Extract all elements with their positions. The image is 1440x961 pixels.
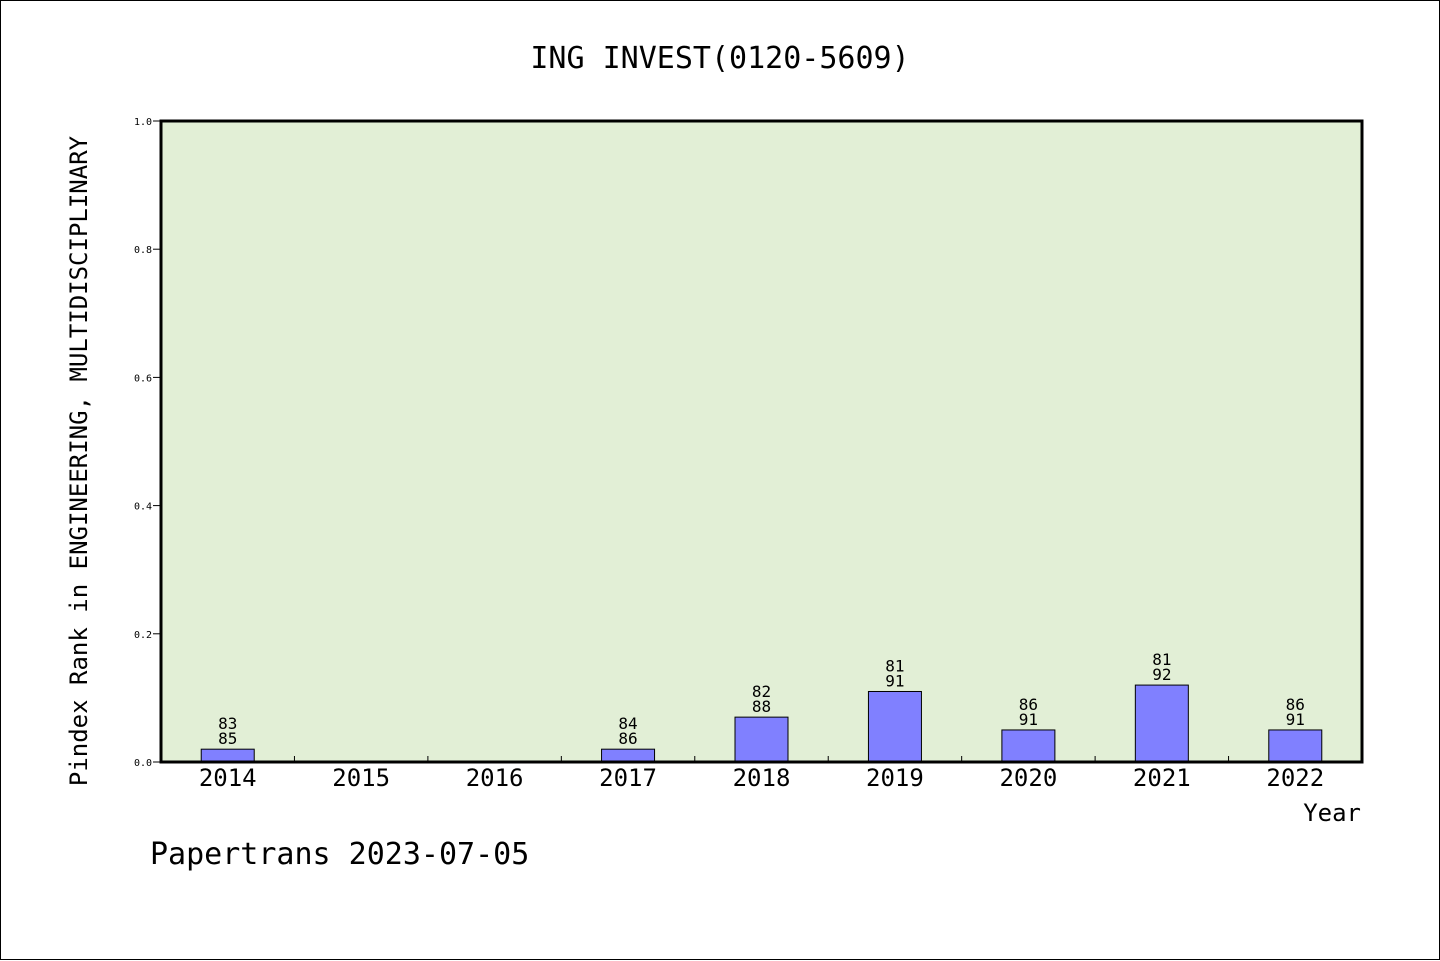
source-footer: Papertrans 2023-07-05 xyxy=(150,837,529,872)
x-tick-label: 2016 xyxy=(466,764,524,792)
bar-label-top: 84 xyxy=(618,714,637,733)
x-tick-label: 2020 xyxy=(999,764,1057,792)
y-axis-ticks: 0.0 0.2 0.4 0.6 0.8 1.0 xyxy=(134,117,161,769)
bars-layer xyxy=(200,684,1323,763)
bar-label-top: 86 xyxy=(1019,695,1038,714)
x-tick-label: 2017 xyxy=(599,764,657,792)
bar-2017 xyxy=(601,748,656,763)
bar-label-bottom: 86 xyxy=(618,729,637,748)
x-axis-label: Year xyxy=(1303,799,1361,827)
x-tick-label: 2022 xyxy=(1266,764,1324,792)
chart-title: ING INVEST(0120-5609) xyxy=(530,41,909,76)
y-tick-label: 0.4 xyxy=(134,502,152,513)
x-tick-label: 2014 xyxy=(199,764,257,792)
bar-label-top: 86 xyxy=(1286,695,1305,714)
bar-label-bottom: 91 xyxy=(885,671,904,690)
plot-border xyxy=(159,119,1364,764)
y-tick-label: 0.8 xyxy=(134,245,152,256)
y-tick-label: 0.0 xyxy=(134,758,152,769)
y-tick-label: 1.0 xyxy=(134,117,152,128)
bar-2019 xyxy=(867,690,922,763)
bar-2020 xyxy=(1001,729,1056,763)
bar-label-top: 81 xyxy=(1152,650,1171,669)
bar-label-top: 82 xyxy=(752,682,771,701)
bar-label-bottom: 85 xyxy=(218,729,237,748)
y-tick-label: 0.2 xyxy=(134,630,152,641)
y-axis-label: Pindex Rank in ENGINEERING, MULTIDISCIPL… xyxy=(65,135,93,786)
x-tick-label: 2021 xyxy=(1133,764,1191,792)
bar-label-bottom: 92 xyxy=(1152,665,1171,684)
x-tick-label: 2019 xyxy=(866,764,924,792)
plot-area xyxy=(161,121,1362,762)
bar-label-top: 81 xyxy=(885,656,904,675)
x-tick-label: 2018 xyxy=(733,764,791,792)
bar-label-top: 83 xyxy=(218,714,237,733)
y-tick-label: 0.6 xyxy=(134,373,152,384)
bar-2014 xyxy=(200,748,255,763)
bar-2021 xyxy=(1134,684,1189,763)
bar-label-bottom: 91 xyxy=(1286,710,1305,729)
bar-2018 xyxy=(734,716,789,763)
bar-2022 xyxy=(1268,729,1323,763)
x-tick-label: 2015 xyxy=(332,764,390,792)
x-axis-ticks: 2014 2015 2016 2017 2018 2019 2020 2021 2022 xyxy=(199,756,1324,792)
bar-label-bottom: 88 xyxy=(752,697,771,716)
bar-label-bottom: 91 xyxy=(1019,710,1038,729)
